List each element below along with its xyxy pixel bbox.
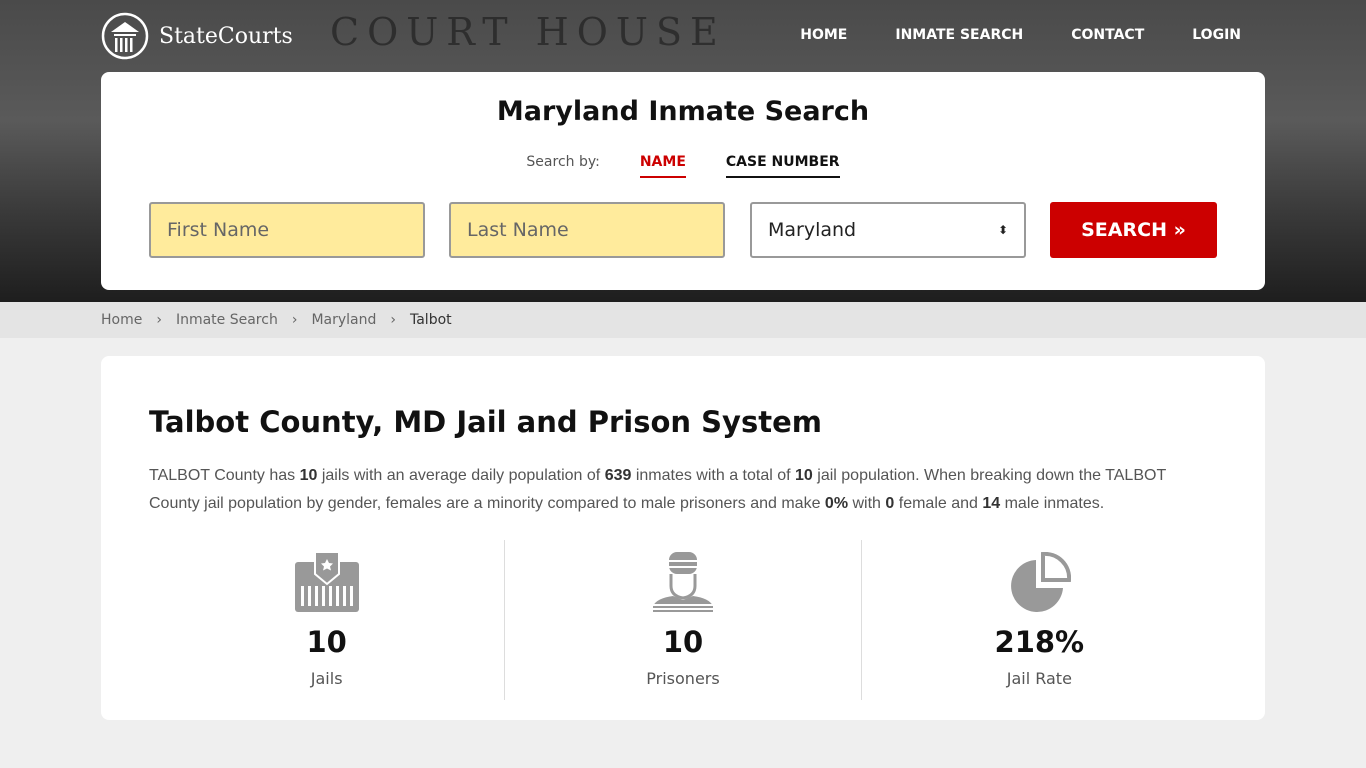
stat-label: Jails [310, 669, 343, 688]
stat-value: 10 [662, 625, 704, 659]
jail-icon [294, 552, 359, 612]
brand-name: StateCourts [159, 23, 293, 49]
nav-login[interactable]: LOGIN [1192, 27, 1241, 43]
stat-jails: 10 Jails [149, 540, 506, 700]
hero-background-text: COURT HOUSE [330, 10, 726, 54]
nav-contact[interactable]: CONTACT [1071, 27, 1145, 43]
summary-text: TALBOT County has 10 jails with an avera… [149, 467, 1166, 512]
tab-name[interactable]: NAME [639, 154, 686, 178]
page-title: Talbot County, MD Jail and Prison System [149, 405, 822, 439]
search-title: Maryland Inmate Search [496, 96, 870, 127]
first-name-input[interactable]: First Name [149, 202, 425, 258]
state-select[interactable]: Maryland ⬍ [750, 202, 1026, 258]
stat-prisoners: 10 Prisoners [505, 540, 862, 700]
stat-label: Prisoners [646, 669, 720, 688]
last-name-input[interactable]: Last Name [449, 202, 725, 258]
stat-jail-rate: 218% Jail Rate [862, 540, 1217, 700]
breadcrumb: Home › Inmate Search › Maryland › Talbot [0, 302, 1366, 338]
nav-home[interactable]: HOME [800, 27, 848, 43]
breadcrumb-home[interactable]: Home [101, 312, 143, 328]
hero: COURT HOUSE StateCourts HOME INMATE SEAR… [0, 0, 1366, 302]
chevron-right-icon: › [390, 312, 396, 328]
chevron-right-icon: › [291, 312, 298, 328]
tab-case-number[interactable]: CASE NUMBER [725, 154, 840, 178]
state-value: Maryland [768, 219, 857, 241]
nav-inmate-search[interactable]: INMATE SEARCH [895, 27, 1024, 43]
breadcrumb-inmate-search[interactable]: Inmate Search [175, 312, 278, 328]
search-button[interactable]: SEARCH » [1050, 202, 1217, 258]
top-nav: HOME INMATE SEARCH CONTACT LOGIN [800, 27, 1241, 43]
search-card: Maryland Inmate Search Search by: NAME C… [101, 72, 1265, 290]
courthouse-icon [101, 12, 149, 60]
search-by-label: Search by: [526, 154, 600, 170]
prisoner-icon [652, 552, 713, 612]
breadcrumb-current: Talbot [409, 312, 452, 328]
stat-value: 10 [306, 625, 347, 659]
select-arrows-icon: ⬍ [997, 223, 1008, 237]
breadcrumb-maryland[interactable]: Maryland [311, 312, 377, 328]
stat-label: Jail Rate [1006, 669, 1072, 688]
pie-chart-icon [1011, 552, 1072, 612]
stat-value: 218% [994, 625, 1085, 659]
chevron-right-icon: › [156, 312, 162, 328]
logo[interactable]: StateCourts [101, 12, 293, 60]
content-card: Talbot County, MD Jail and Prison System… [101, 356, 1265, 720]
